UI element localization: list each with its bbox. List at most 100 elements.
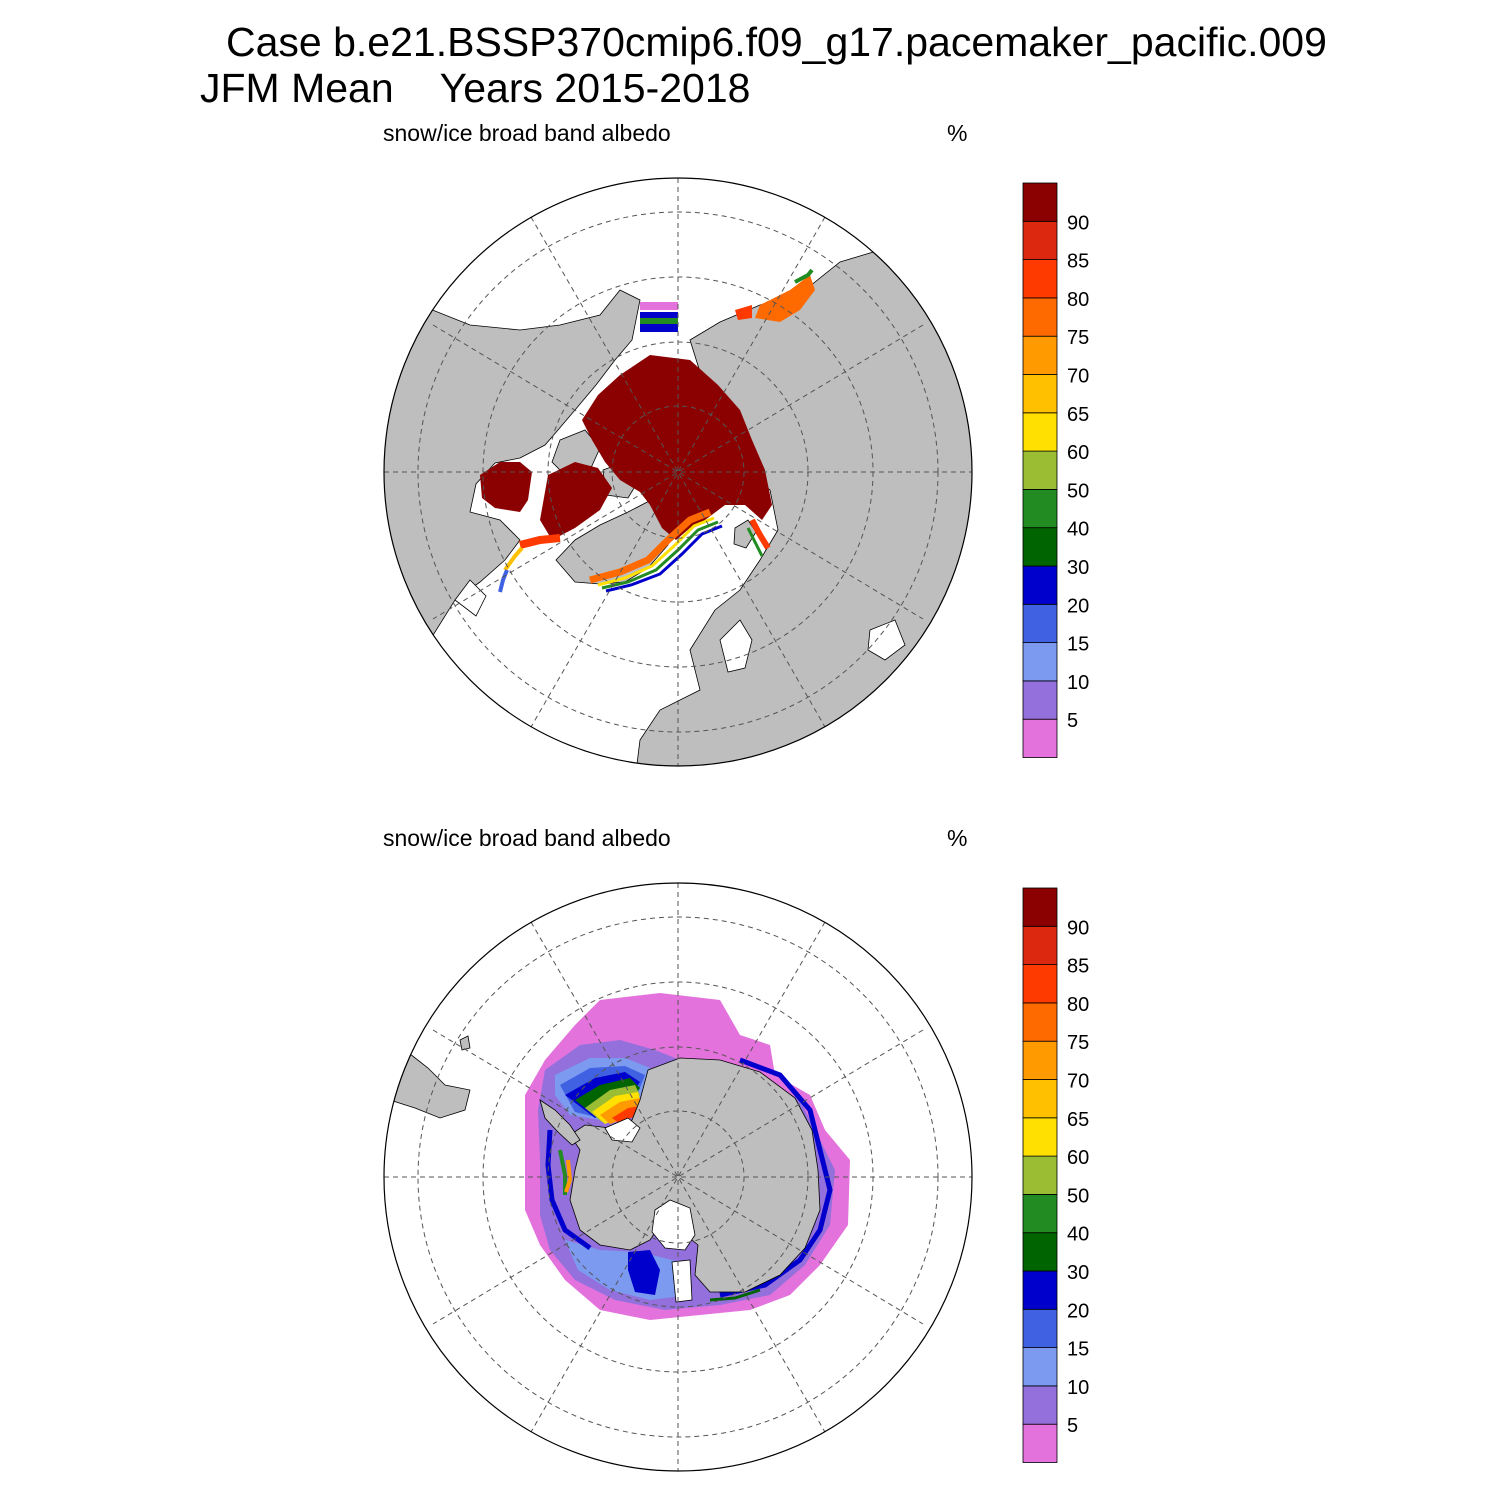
north-colorbar-swatch [1022, 450, 1058, 490]
north-colorbar-swatch [1022, 412, 1058, 452]
north-colorbar-swatch [1022, 565, 1058, 605]
north-colorbar-swatch [1022, 718, 1058, 758]
north-colorbar-swatch [1022, 335, 1058, 375]
north-ice-edge-labrador-blue [498, 569, 509, 593]
south-colorbar-swatch [1022, 1270, 1058, 1310]
south-ice-bellingshausen [545, 1129, 592, 1251]
south-colorbar-swatch [1022, 1002, 1058, 1042]
south-ronne-ice-shelf [604, 1117, 641, 1143]
south-colorbar-swatch [1022, 1308, 1058, 1349]
south-colorbar-tick-label: 15 [1067, 1339, 1089, 1361]
figure-title-case: Case b.e21.BSSP370cmip6.f09_g17.pacemake… [226, 19, 1327, 65]
south-units-label: % [947, 825, 968, 851]
north-ice-okhotsk-red [735, 305, 752, 320]
north-ice-okhotsk [755, 275, 815, 322]
north-sea-ice-baffin [540, 462, 612, 540]
south-colorbar: 5 10 15 20 30 40 50 60 65 70 75 80 85 90 [1022, 887, 1089, 1463]
north-units-label: % [947, 120, 968, 146]
north-colorbar-swatch [1022, 220, 1058, 261]
south-colorbar-swatch [1022, 1385, 1058, 1425]
south-ice-band-30-ross [628, 1250, 660, 1295]
north-land-svalbard [733, 519, 757, 549]
north-colorbar-swatch [1022, 680, 1058, 720]
north-colorbar-tick-label: 40 [1067, 519, 1089, 541]
figure-title-period: JFM Mean Years 2015-2018 [200, 68, 750, 109]
south-colorbar-swatch [1022, 887, 1058, 927]
south-ice-weddell-orange [600, 1098, 640, 1124]
north-map-border [383, 177, 973, 767]
south-colorbar-tick-label: 90 [1067, 917, 1089, 939]
south-colorbar-swatch [1022, 1232, 1058, 1272]
north-colorbar-tick-label: 60 [1067, 442, 1089, 464]
north-colorbar-tick-label: 65 [1067, 404, 1089, 426]
south-colorbar-swatch [1022, 1194, 1058, 1234]
north-colorbar-swatch [1022, 259, 1058, 299]
south-colorbar-swatch [1022, 925, 1058, 965]
north-ice-edge-yellow [597, 516, 715, 587]
south-colorbar-tick-label: 5 [1067, 1415, 1078, 1437]
north-colorbar-tick-label: 70 [1067, 366, 1089, 388]
north-colorbar-tick-label: 85 [1067, 251, 1089, 273]
south-colorbar-tick-label: 70 [1067, 1071, 1089, 1093]
south-colorbar-swatch [1022, 1117, 1058, 1157]
south-variable-label: snow/ice broad band albedo [383, 825, 671, 851]
south-colorbar-tick-label: 60 [1067, 1147, 1089, 1169]
north-colorbar-swatch [1022, 488, 1058, 529]
north-ice-bering-pink [640, 302, 678, 310]
north-variable-label: snow/ice broad band albedo [383, 120, 671, 146]
north-ice-bering-green [640, 318, 678, 324]
north-sea-ice-hudson [480, 462, 532, 512]
south-ice-bellingshausen-green [558, 1149, 567, 1195]
north-ice-edge-orange [589, 508, 712, 584]
north-colorbar-tick-label: 15 [1067, 634, 1089, 656]
south-colorbar-tick-label: 40 [1067, 1224, 1089, 1246]
south-colorbar-tick-label: 30 [1067, 1262, 1089, 1284]
north-land-america [384, 289, 641, 651]
season-label: JFM Mean [200, 65, 394, 111]
north-colorbar-tick-label: 80 [1067, 289, 1089, 311]
north-ice-edge-blue [605, 524, 723, 593]
north-ice-edge-barents [749, 518, 771, 550]
north-colorbar-tick-label: 10 [1067, 672, 1089, 694]
north-sea-caspian [867, 619, 906, 661]
south-map-border [383, 882, 973, 1472]
south-colorbar-tick-label: 85 [1067, 956, 1089, 978]
south-colorbar-tick-label: 20 [1067, 1300, 1089, 1322]
south-colorbar-tick-label: 65 [1067, 1109, 1089, 1131]
north-colorbar-swatch [1022, 182, 1058, 222]
south-colorbar-swatch [1022, 1155, 1058, 1195]
south-ice-east-rim-green [709, 1288, 761, 1302]
south-ice-band-15-ross [565, 1240, 690, 1300]
north-colorbar: 5 10 15 20 30 40 50 60 65 70 75 80 85 90 [1022, 182, 1089, 758]
north-colorbar-swatch [1022, 374, 1058, 414]
south-ross-ice-shelf [651, 1199, 696, 1251]
north-ice-edge-green [601, 520, 719, 590]
north-graticule [384, 178, 972, 766]
north-colorbar-tick-label: 90 [1067, 212, 1089, 234]
north-colorbar-swatch [1022, 297, 1058, 337]
north-ice-edge-labrador-yellow [503, 546, 524, 572]
south-colorbar-swatch [1022, 1423, 1058, 1463]
south-colorbar-tick-label: 75 [1067, 1032, 1089, 1054]
north-colorbar-tick-label: 5 [1067, 710, 1078, 732]
years-label: Years 2015-2018 [439, 65, 751, 111]
north-colorbar-tick-label: 50 [1067, 480, 1089, 502]
south-colorbar-tick-label: 50 [1067, 1185, 1089, 1207]
north-ice-edge-barents-green [746, 527, 764, 557]
south-ice-bellingshausen-orange [564, 1159, 573, 1193]
south-colorbar-tick-label: 80 [1067, 994, 1089, 1016]
south-graticule [384, 883, 972, 1471]
south-land-islet [459, 1035, 471, 1051]
north-sea-hudson-edge [454, 579, 487, 617]
south-colorbar-swatch [1022, 964, 1058, 1004]
south-ross-opening [671, 1259, 693, 1303]
north-colorbar-tick-label: 75 [1067, 327, 1089, 349]
north-colorbar-swatch [1022, 603, 1058, 643]
north-ice-okhotsk-green [794, 268, 814, 284]
north-ice-edge-labrador-red [519, 534, 561, 549]
south-land-peninsula [539, 1099, 581, 1146]
north-colorbar-tick-label: 30 [1067, 557, 1089, 579]
south-colorbar-swatch [1022, 1040, 1058, 1080]
south-polar-map [383, 882, 973, 1472]
north-colorbar-swatch [1022, 642, 1058, 682]
